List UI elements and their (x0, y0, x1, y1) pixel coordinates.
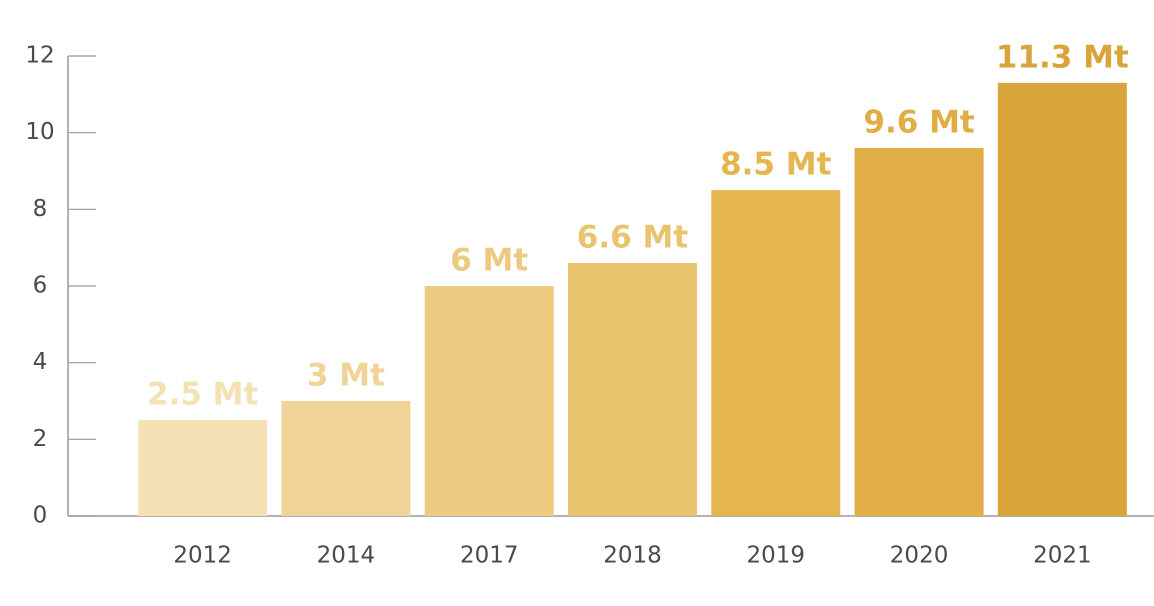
value-label: 2.5 Mt (147, 377, 259, 413)
bar (281, 401, 411, 516)
y-tick-label: 12 (25, 43, 54, 69)
bar (138, 420, 268, 516)
y-tick-label: 2 (33, 426, 48, 452)
bar (568, 263, 697, 516)
y-tick-label: 4 (33, 349, 48, 375)
value-label: 11.3 Mt (996, 39, 1129, 75)
value-label: 6 Mt (450, 243, 528, 279)
x-tick-label: 2018 (603, 543, 662, 569)
x-tick-label: 2021 (1033, 543, 1092, 569)
x-tick-label: 2014 (317, 543, 376, 569)
bar (854, 148, 984, 516)
y-tick-label: 0 (33, 503, 48, 529)
value-label: 9.6 Mt (863, 105, 975, 141)
x-tick-label: 2012 (173, 543, 232, 569)
bar (997, 82, 1127, 516)
bar (711, 190, 841, 516)
y-tick-label: 10 (25, 119, 54, 145)
value-label: 3 Mt (307, 358, 385, 394)
value-label: 8.5 Mt (720, 147, 832, 183)
y-tick-label: 6 (33, 273, 48, 299)
x-tick-label: 2019 (747, 543, 806, 569)
x-tick-label: 2017 (460, 543, 519, 569)
y-tick-label: 8 (33, 196, 48, 222)
x-tick-label: 2020 (890, 543, 949, 569)
bar (424, 286, 554, 516)
value-label: 6.6 Mt (577, 220, 689, 256)
